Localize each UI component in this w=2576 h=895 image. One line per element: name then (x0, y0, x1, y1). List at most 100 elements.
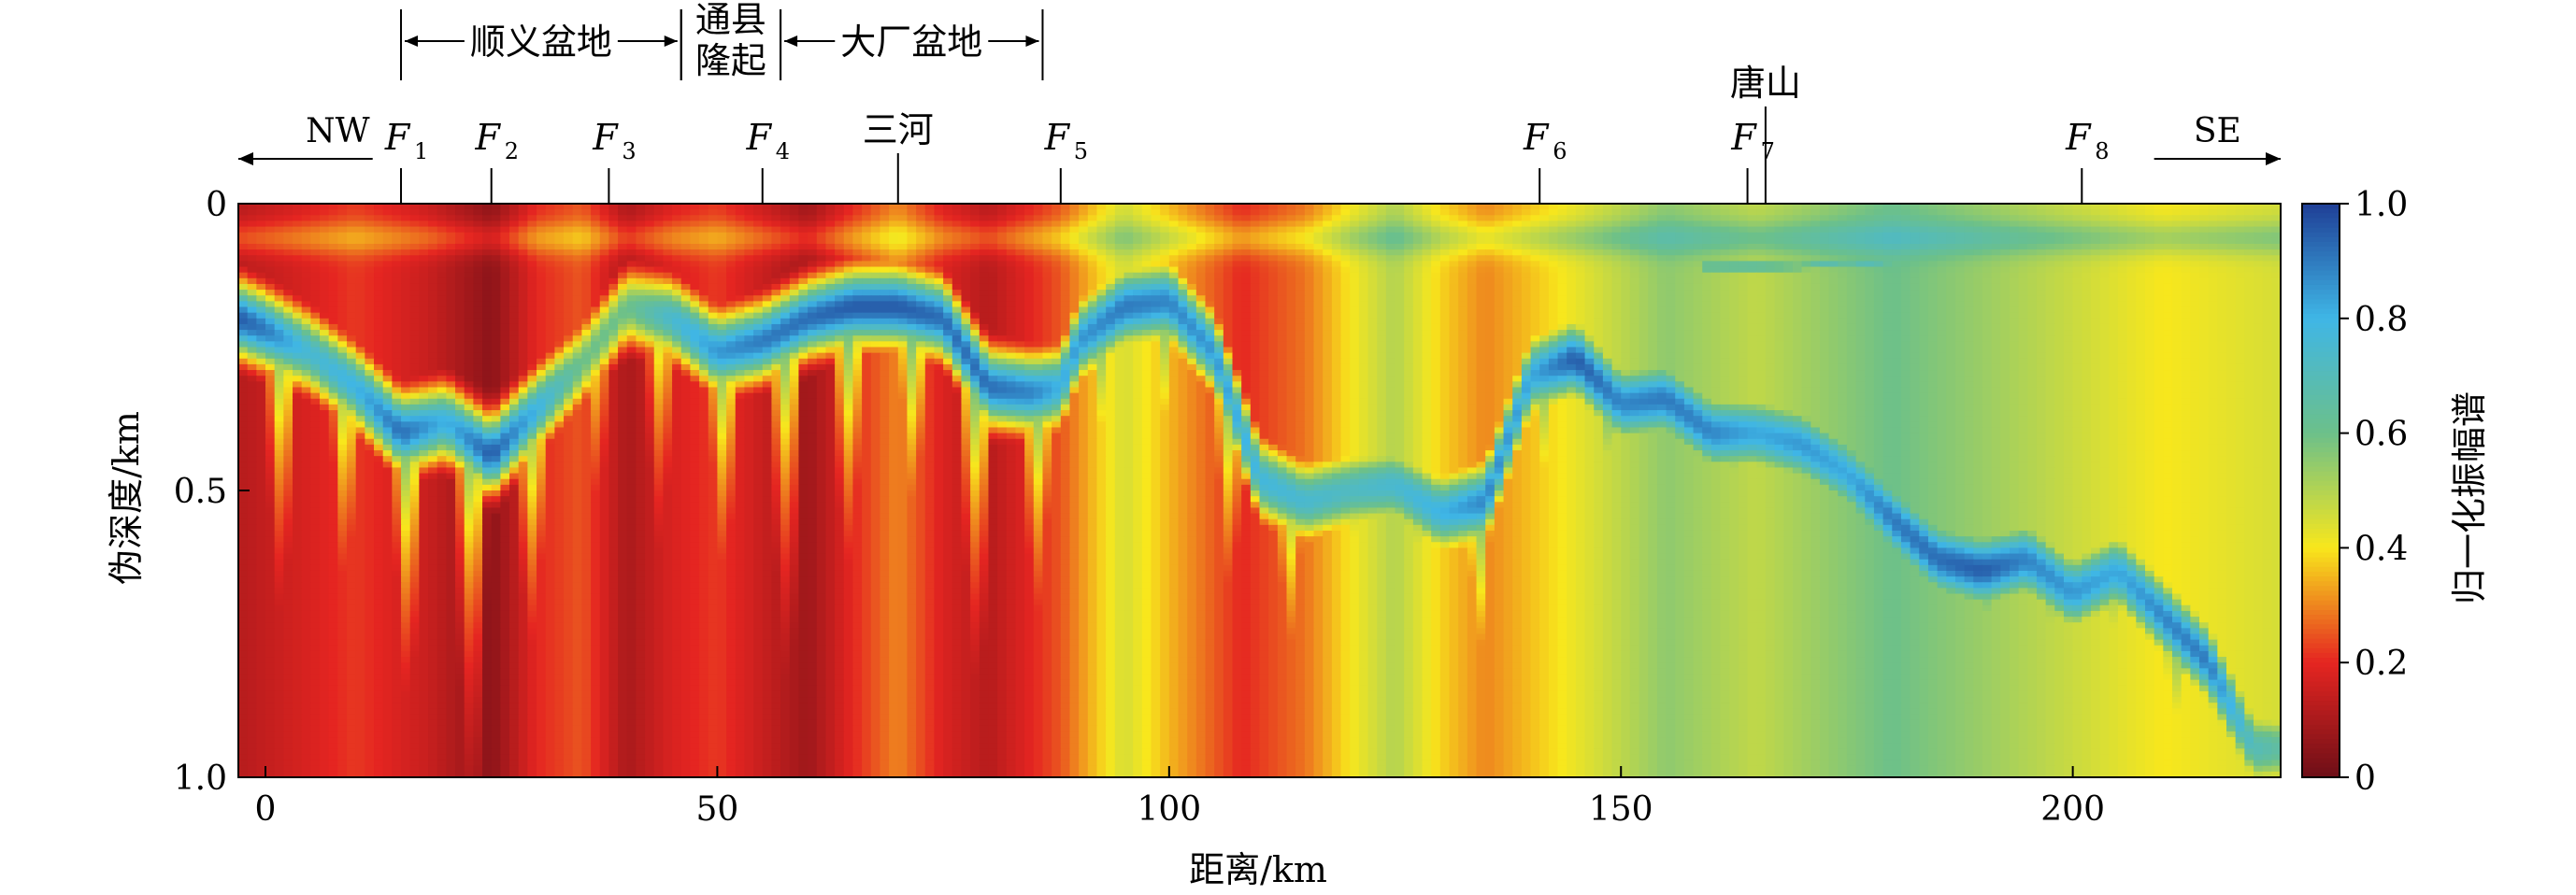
heat-cell (2036, 249, 2047, 256)
heat-cell (1611, 226, 1622, 234)
heat-cell (1639, 261, 1649, 268)
heat-cell (1168, 277, 1180, 285)
heat-cell (482, 283, 493, 291)
heat-cell (392, 330, 402, 336)
heat-cell (310, 226, 321, 234)
heat-cell (1286, 237, 1296, 245)
heat-cell (1377, 318, 1387, 325)
heat-cell (1060, 209, 1071, 216)
heat-cell (1052, 290, 1062, 296)
heat-cell (1629, 290, 1640, 296)
heat-cell (1720, 290, 1730, 296)
heat-cell (1377, 255, 1387, 262)
heat-cell (1873, 295, 1884, 302)
heat-cell (1548, 312, 1559, 320)
heat-cell (274, 237, 284, 245)
heat-cell (2244, 255, 2254, 262)
heat-cell (1648, 243, 1658, 250)
heat-cell (1683, 295, 1695, 302)
heat-cell (1927, 266, 1939, 274)
heat-cell (753, 204, 764, 210)
heat-cell (808, 290, 818, 296)
heat-cell (943, 306, 953, 314)
heat-cell (1033, 277, 1044, 285)
heat-cell (599, 301, 609, 308)
heat-cell (636, 318, 646, 325)
heat-cell (328, 237, 338, 245)
heat-cell (1954, 318, 1966, 325)
heat-cell (1810, 318, 1821, 325)
heat-cell (518, 266, 528, 274)
heat-cell (608, 277, 619, 285)
heat-cell (1141, 209, 1152, 216)
heat-cell (835, 323, 845, 331)
heat-cell (1512, 306, 1523, 314)
heat-cell (1611, 295, 1622, 302)
heat-cell (1927, 255, 1939, 262)
heat-cell (1937, 204, 1947, 210)
heat-cell (392, 204, 402, 210)
heat-cell (1458, 255, 1468, 262)
heat-cell (1567, 232, 1577, 239)
heat-cell (1639, 312, 1649, 320)
heat-cell (653, 277, 664, 285)
heat-cell (564, 266, 574, 274)
heat-cell (1801, 318, 1811, 325)
heat-cell (1900, 323, 1911, 331)
heat-cell (581, 295, 592, 302)
heat-cell (1810, 204, 1821, 210)
heat-cell (256, 318, 266, 325)
heat-cell (1954, 209, 1966, 216)
heat-cell (916, 249, 926, 256)
heat-cell (1602, 290, 1613, 296)
heat-cell (1024, 220, 1035, 228)
heat-cell (320, 255, 330, 262)
heat-cell (473, 290, 483, 296)
heat-cell (1783, 209, 1794, 216)
heat-cell (1052, 283, 1062, 291)
heat-cell (1512, 209, 1523, 216)
heat-cell (572, 283, 582, 291)
heat-cell (862, 323, 872, 331)
heat-cell (1819, 232, 1830, 239)
heat-cell (1439, 283, 1451, 291)
heat-cell (1439, 255, 1451, 262)
heat-cell (1079, 295, 1089, 302)
heat-cell (816, 237, 827, 245)
heat-cell (1702, 249, 1712, 256)
heat-cell (2271, 209, 2282, 216)
heat-cell (1160, 204, 1170, 210)
heat-cell (672, 272, 682, 279)
heat-cell (1855, 226, 1866, 234)
heat-cell (2045, 306, 2055, 314)
heat-cell (1331, 226, 1342, 234)
heat-cell (591, 290, 601, 296)
heat-cell (2054, 306, 2065, 314)
heat-cell (1783, 283, 1794, 291)
heat-cell (464, 226, 474, 234)
heat-cell (409, 220, 420, 228)
heat-cell (283, 266, 293, 274)
heat-cell (1232, 215, 1242, 222)
heat-cell (1810, 249, 1821, 256)
heat-cell (320, 290, 330, 296)
heat-cell (1449, 249, 1459, 256)
heat-cell (1412, 312, 1424, 320)
heat-cell (1702, 312, 1712, 320)
heat-cell (2181, 272, 2191, 279)
heat-cell (1964, 215, 1974, 222)
heat-cell (1982, 295, 1993, 302)
heat-cell (1114, 301, 1125, 308)
heat-cell (1855, 323, 1866, 331)
heat-cell (1991, 306, 2001, 314)
heat-cell (2208, 295, 2218, 302)
heat-cell (1259, 318, 1269, 325)
heat-cell (265, 226, 276, 234)
heat-cell (1765, 204, 1776, 210)
heat-cell (708, 290, 719, 296)
heat-cell (1702, 277, 1712, 285)
heat-cell (924, 209, 936, 216)
heat-cell (979, 232, 990, 239)
heat-cell (1720, 261, 1730, 268)
heat-cell (2063, 220, 2074, 228)
